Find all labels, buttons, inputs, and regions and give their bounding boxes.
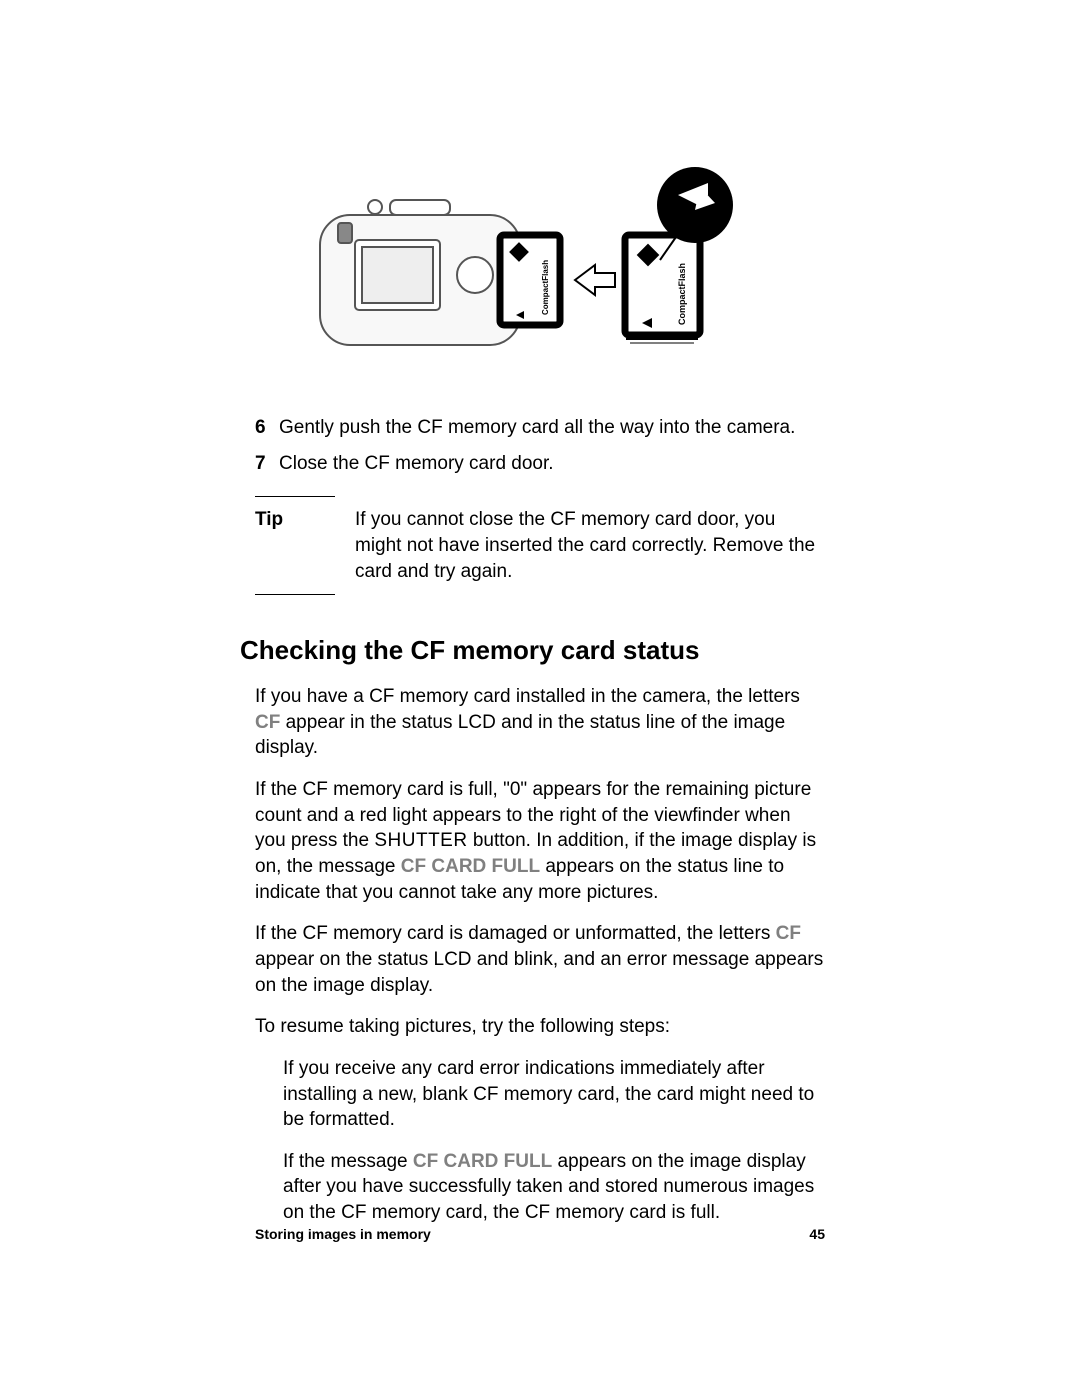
page-footer: Storing images in memory 45 bbox=[255, 1226, 825, 1242]
p2-bold: CF CARD FULL bbox=[401, 856, 540, 877]
section-heading: Checking the CF memory card status bbox=[240, 635, 825, 666]
step-number: 6 bbox=[255, 415, 279, 441]
sub-paragraph-2: If the message CF CARD FULL appears on t… bbox=[283, 1149, 825, 1226]
step-list: 6 Gently push the CF memory card all the… bbox=[255, 415, 825, 476]
step-number: 7 bbox=[255, 451, 279, 477]
page-content: CompactFlash CompactFlash 6 Gentl bbox=[255, 165, 825, 1242]
tip-rule-bottom bbox=[255, 594, 335, 595]
paragraph-3: If the CF memory card is damaged or unfo… bbox=[255, 921, 825, 998]
p1-a: If you have a CF memory card installed i… bbox=[255, 686, 800, 707]
p2-shutter: SHUTTER bbox=[374, 830, 467, 851]
svg-text:CompactFlash: CompactFlash bbox=[677, 263, 687, 325]
p3-bold: CF bbox=[776, 923, 801, 944]
paragraph-4: To resume taking pictures, try the follo… bbox=[255, 1014, 825, 1040]
sp2-bold: CF CARD FULL bbox=[413, 1151, 552, 1172]
paragraph-2: If the CF memory card is full, "0" appea… bbox=[255, 777, 825, 905]
sp2-a: If the message bbox=[283, 1151, 413, 1172]
sub-paragraph-1: If you receive any card error indication… bbox=[283, 1056, 825, 1133]
step-6: 6 Gently push the CF memory card all the… bbox=[255, 415, 825, 441]
tip-label: Tip bbox=[255, 507, 355, 584]
footer-page-number: 45 bbox=[809, 1226, 825, 1242]
p1-bold: CF bbox=[255, 712, 280, 733]
tip-text: If you cannot close the CF memory card d… bbox=[355, 507, 825, 584]
svg-text:CompactFlash: CompactFlash bbox=[541, 260, 550, 315]
p3-a: If the CF memory card is damaged or unfo… bbox=[255, 923, 776, 944]
paragraph-1: If you have a CF memory card installed i… bbox=[255, 684, 825, 761]
camera-cf-card-illustration: CompactFlash CompactFlash bbox=[300, 165, 780, 385]
step-text: Gently push the CF memory card all the w… bbox=[279, 415, 825, 441]
tip-block: Tip If you cannot close the CF memory ca… bbox=[255, 496, 825, 595]
p3-b: appear on the status LCD and blink, and … bbox=[255, 949, 823, 996]
step-7: 7 Close the CF memory card door. bbox=[255, 451, 825, 477]
footer-title: Storing images in memory bbox=[255, 1226, 431, 1242]
p1-b: appear in the status LCD and in the stat… bbox=[255, 712, 785, 759]
step-text: Close the CF memory card door. bbox=[279, 451, 825, 477]
